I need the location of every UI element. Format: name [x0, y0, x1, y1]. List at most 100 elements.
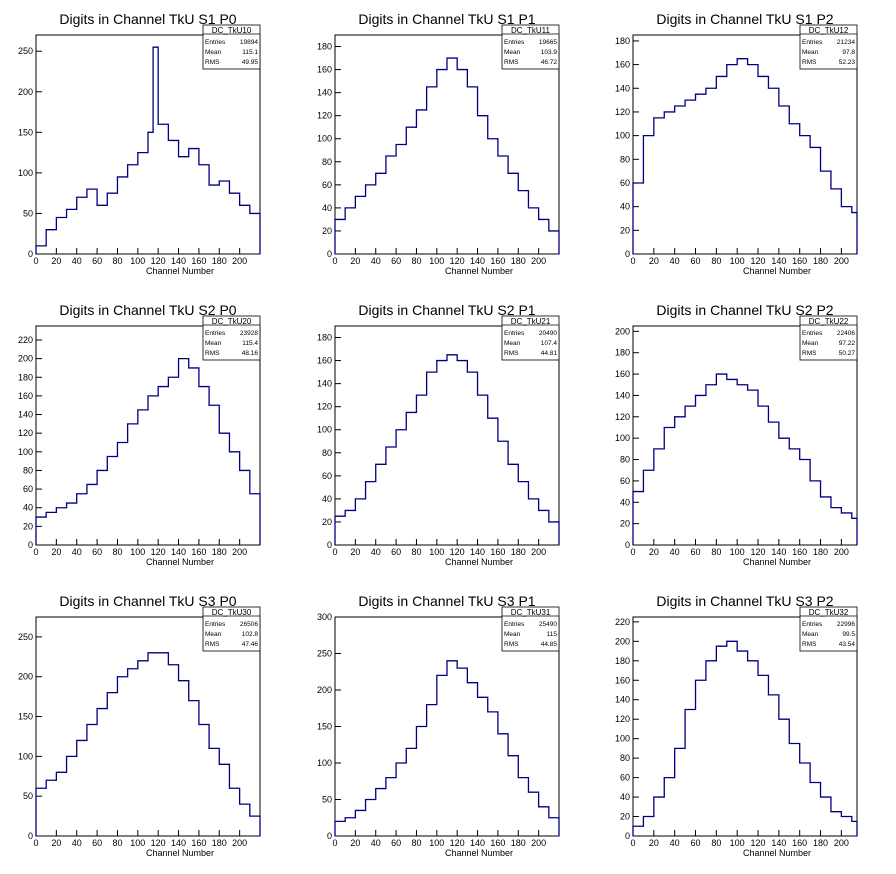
- x-tick-label: 200: [531, 547, 546, 557]
- x-tick-label: 140: [171, 256, 186, 266]
- x-tick-label: 160: [490, 838, 505, 848]
- stats-box: [202, 315, 261, 361]
- stats-box: [799, 24, 858, 70]
- x-tick-label: 60: [391, 256, 401, 266]
- chart-title: Digits in Channel TkU S1 P0: [59, 11, 236, 27]
- y-tick-label: 100: [317, 425, 332, 435]
- x-tick-label: 0: [332, 547, 337, 557]
- y-tick-label: 200: [18, 672, 33, 682]
- stats-label-mean: Mean: [802, 340, 819, 347]
- stats-box: [501, 24, 560, 70]
- stats-value-rms: 46.72: [541, 59, 558, 66]
- y-tick-label: 140: [615, 83, 630, 93]
- x-tick-label: 60: [691, 256, 701, 266]
- stats-value-rms: 44.85: [541, 641, 558, 648]
- chart-title: Digits in Channel TkU S1 P1: [358, 11, 535, 27]
- stats-label-entries: Entries: [504, 39, 525, 46]
- stats-label-entries: Entries: [205, 39, 226, 46]
- x-tick-label: 140: [470, 838, 485, 848]
- y-tick-label: 200: [615, 326, 630, 336]
- stats-value-entries: 19894: [240, 39, 258, 46]
- x-axis-label: Channel Number: [146, 848, 214, 858]
- stats-label-entries: Entries: [504, 621, 525, 628]
- stats-box: [202, 606, 261, 652]
- stats-label-entries: Entries: [205, 330, 226, 337]
- histogram-panel: Digits in Channel TkU S1 P2 0 20 40 60 80 100 1…: [615, 11, 858, 276]
- stats-name: DC_TkU10: [212, 26, 252, 35]
- x-tick-label: 40: [670, 256, 680, 266]
- y-tick-label: 0: [625, 831, 630, 841]
- y-tick-label: 120: [317, 402, 332, 412]
- x-tick-label: 20: [51, 547, 61, 557]
- stats-value-entries: 22406: [837, 330, 855, 337]
- x-tick-label: 160: [191, 547, 206, 557]
- y-tick-label: 200: [18, 354, 33, 364]
- stats-label-mean: Mean: [802, 631, 819, 638]
- y-tick-label: 180: [317, 333, 332, 343]
- x-tick-label: 100: [730, 256, 745, 266]
- y-tick-label: 140: [615, 695, 630, 705]
- y-tick-label: 0: [625, 540, 630, 550]
- stats-name: DC_TkU31: [511, 608, 551, 617]
- x-tick-label: 40: [371, 838, 381, 848]
- stats-label-mean: Mean: [504, 631, 521, 638]
- histogram-series: [334, 57, 560, 254]
- x-tick-label: 80: [411, 838, 421, 848]
- x-tick-label: 60: [92, 256, 102, 266]
- y-tick-label: 60: [322, 471, 332, 481]
- x-tick-label: 200: [531, 256, 546, 266]
- y-tick-label: 100: [317, 134, 332, 144]
- stats-value-entries: 19665: [539, 39, 557, 46]
- y-tick-label: 60: [620, 178, 630, 188]
- y-tick-label: 140: [317, 88, 332, 98]
- histogram-panel: Digits in Channel TkU S3 P10501001502002…: [317, 593, 560, 858]
- x-tick-label: 180: [212, 547, 227, 557]
- stats-label-rms: RMS: [802, 350, 817, 357]
- y-tick-label: 160: [18, 391, 33, 401]
- x-tick-label: 0: [33, 256, 38, 266]
- stats-value-entries: 22996: [837, 621, 855, 628]
- stats-name: DC_TkU32: [809, 608, 849, 617]
- stats-value-mean: 115.1: [242, 49, 258, 56]
- y-tick-label: 180: [615, 656, 630, 666]
- stats-box: [799, 606, 858, 652]
- y-tick-label: 120: [18, 428, 33, 438]
- stats-value-entries: 21234: [837, 39, 855, 46]
- y-tick-label: 20: [620, 225, 630, 235]
- histogram-panel: Digits in Channel TkU S2 P2 0 20 40 60 80 100 1…: [615, 302, 858, 567]
- stats-value-rms: 44.81: [541, 350, 558, 357]
- stats-value-mean: 115: [547, 631, 558, 638]
- x-tick-label: 80: [112, 256, 122, 266]
- y-tick-label: 300: [317, 612, 332, 622]
- x-tick-label: 140: [470, 256, 485, 266]
- y-tick-label: 40: [23, 503, 33, 513]
- stats-label-entries: Entries: [802, 39, 823, 46]
- y-tick-label: 220: [615, 617, 630, 627]
- x-tick-label: 120: [450, 838, 465, 848]
- x-tick-label: 40: [72, 256, 82, 266]
- chart-title: Digits in Channel TkU S3 P1: [358, 593, 535, 609]
- x-tick-label: 100: [429, 547, 444, 557]
- stats-label-entries: Entries: [802, 330, 823, 337]
- x-tick-label: 0: [332, 256, 337, 266]
- stats-name: DC_TkU12: [809, 26, 849, 35]
- x-tick-label: 200: [834, 547, 849, 557]
- plot-frame: [334, 34, 560, 255]
- y-tick-label: 150: [317, 722, 332, 732]
- y-tick-label: 100: [317, 758, 332, 768]
- x-tick-label: 0: [630, 256, 635, 266]
- histogram-series: [35, 46, 261, 254]
- x-tick-label: 140: [171, 547, 186, 557]
- y-tick-label: 80: [322, 157, 332, 167]
- y-tick-label: 40: [620, 792, 630, 802]
- x-tick-label: 180: [511, 838, 526, 848]
- y-tick-label: 20: [322, 517, 332, 527]
- x-tick-label: 0: [630, 547, 635, 557]
- x-tick-label: 20: [350, 547, 360, 557]
- y-tick-label: 120: [615, 107, 630, 117]
- x-tick-label: 160: [792, 256, 807, 266]
- x-tick-label: 120: [751, 256, 766, 266]
- y-tick-label: 0: [327, 831, 332, 841]
- y-tick-label: 180: [317, 42, 332, 52]
- stats-box: [202, 24, 261, 70]
